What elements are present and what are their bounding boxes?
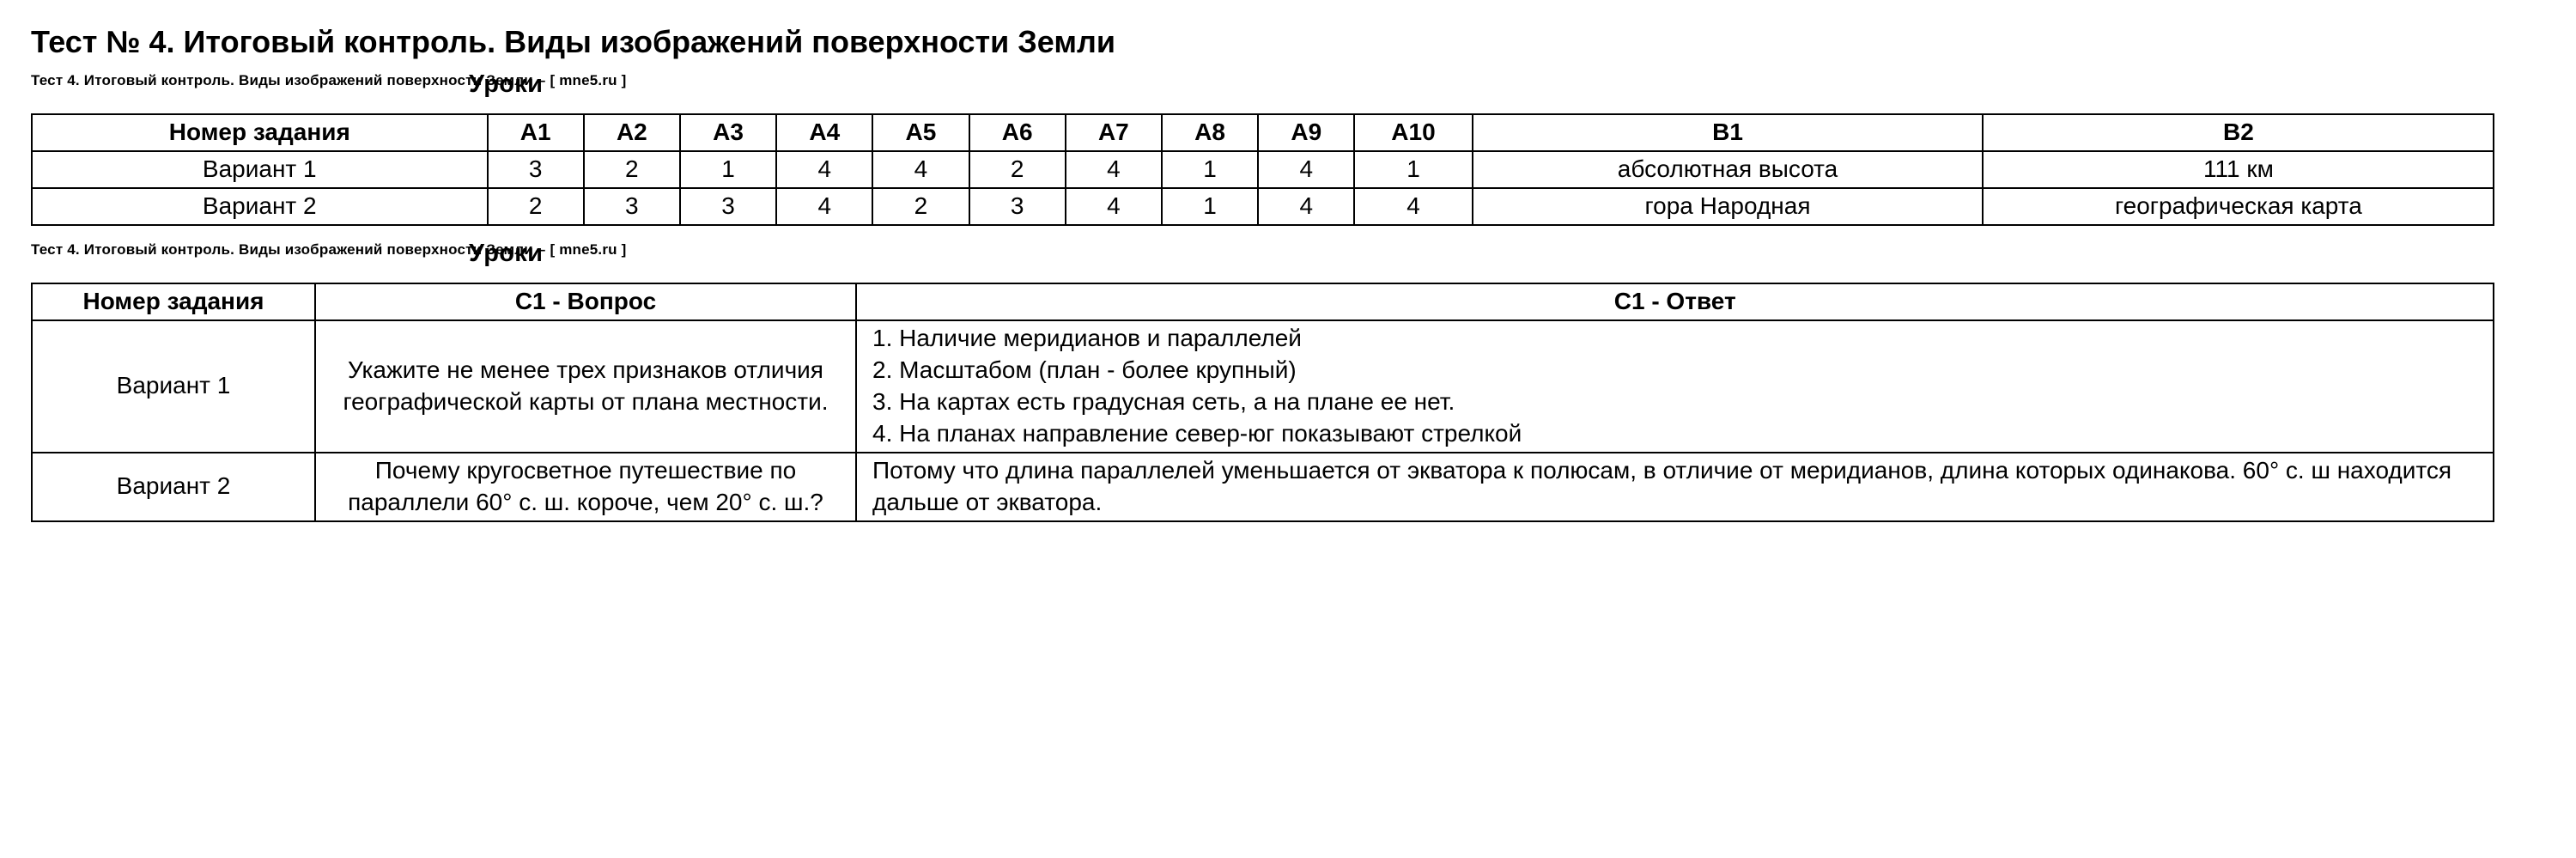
- col-header: А7: [1066, 114, 1162, 151]
- cell: 1: [680, 151, 776, 188]
- table-row: Вариант 2 2 3 3 4 2 3 4 1 4 4 гора Народ…: [32, 188, 2494, 225]
- table-row: Вариант 2 Почему кругосветное путешестви…: [32, 453, 2494, 521]
- questions-table: Номер задания С1 - Вопрос С1 - Ответ Вар…: [31, 283, 2494, 522]
- col-header: С1 - Вопрос: [315, 283, 856, 320]
- col-header: Номер задания: [32, 283, 315, 320]
- cell: 111 км: [1983, 151, 2494, 188]
- table-row: Вариант 1 3 2 1 4 4 2 4 1 4 1 абсолютная…: [32, 151, 2494, 188]
- page-title: Тест № 4. Итоговый контроль. Виды изобра…: [31, 24, 2545, 60]
- table-header: Номер задания С1 - Вопрос С1 - Ответ: [32, 283, 2494, 320]
- col-header: А1: [488, 114, 584, 151]
- watermark-overlay: Уроки: [469, 70, 543, 99]
- cell: 3: [680, 188, 776, 225]
- row-label: Вариант 1: [32, 151, 488, 188]
- cell: 3: [584, 188, 680, 225]
- answer-cell: 1. Наличие меридианов и параллелей2. Мас…: [856, 320, 2494, 453]
- cell: гора Народная: [1473, 188, 1984, 225]
- watermark-row-2: Тест 4. Итоговый контроль. Виды изображе…: [31, 241, 2545, 265]
- watermark-overlay: Уроки: [469, 240, 543, 268]
- col-header: А3: [680, 114, 776, 151]
- col-header: Номер задания: [32, 114, 488, 151]
- cell: 2: [969, 151, 1066, 188]
- col-header: В2: [1983, 114, 2494, 151]
- answer-cell: Потому что длина параллелей уменьшается …: [856, 453, 2494, 521]
- cell: географическая карта: [1983, 188, 2494, 225]
- cell: 2: [872, 188, 969, 225]
- cell: 1: [1162, 151, 1258, 188]
- cell: 4: [1258, 151, 1354, 188]
- cell: 2: [584, 151, 680, 188]
- cell: абсолютная высота: [1473, 151, 1984, 188]
- table-row: Вариант 1 Укажите не менее трех признако…: [32, 320, 2494, 453]
- col-header: А6: [969, 114, 1066, 151]
- col-header: В1: [1473, 114, 1984, 151]
- cell: 4: [776, 188, 872, 225]
- row-label: Вариант 1: [32, 320, 315, 453]
- cell: 4: [872, 151, 969, 188]
- watermark-row-1: Тест 4. Итоговый контроль. Виды изображе…: [31, 72, 2545, 96]
- cell: 1: [1354, 151, 1472, 188]
- cell: 3: [488, 151, 584, 188]
- cell: 3: [969, 188, 1066, 225]
- table-header: Номер задания А1 А2 А3 А4 А5 А6 А7 А8 А9…: [32, 114, 2494, 151]
- cell: 4: [1066, 188, 1162, 225]
- cell: 1: [1162, 188, 1258, 225]
- question-cell: Почему кругосветное путешествие по парал…: [315, 453, 856, 521]
- cell: 2: [488, 188, 584, 225]
- answers-table: Номер задания А1 А2 А3 А4 А5 А6 А7 А8 А9…: [31, 113, 2494, 226]
- col-header: А9: [1258, 114, 1354, 151]
- cell: 4: [1354, 188, 1472, 225]
- col-header: С1 - Ответ: [856, 283, 2494, 320]
- cell: 4: [1258, 188, 1354, 225]
- col-header: А2: [584, 114, 680, 151]
- question-cell: Укажите не менее трех признаков отличия …: [315, 320, 856, 453]
- col-header: А8: [1162, 114, 1258, 151]
- col-header: А10: [1354, 114, 1472, 151]
- row-label: Вариант 2: [32, 453, 315, 521]
- row-label: Вариант 2: [32, 188, 488, 225]
- cell: 4: [776, 151, 872, 188]
- cell: 4: [1066, 151, 1162, 188]
- col-header: А4: [776, 114, 872, 151]
- col-header: А5: [872, 114, 969, 151]
